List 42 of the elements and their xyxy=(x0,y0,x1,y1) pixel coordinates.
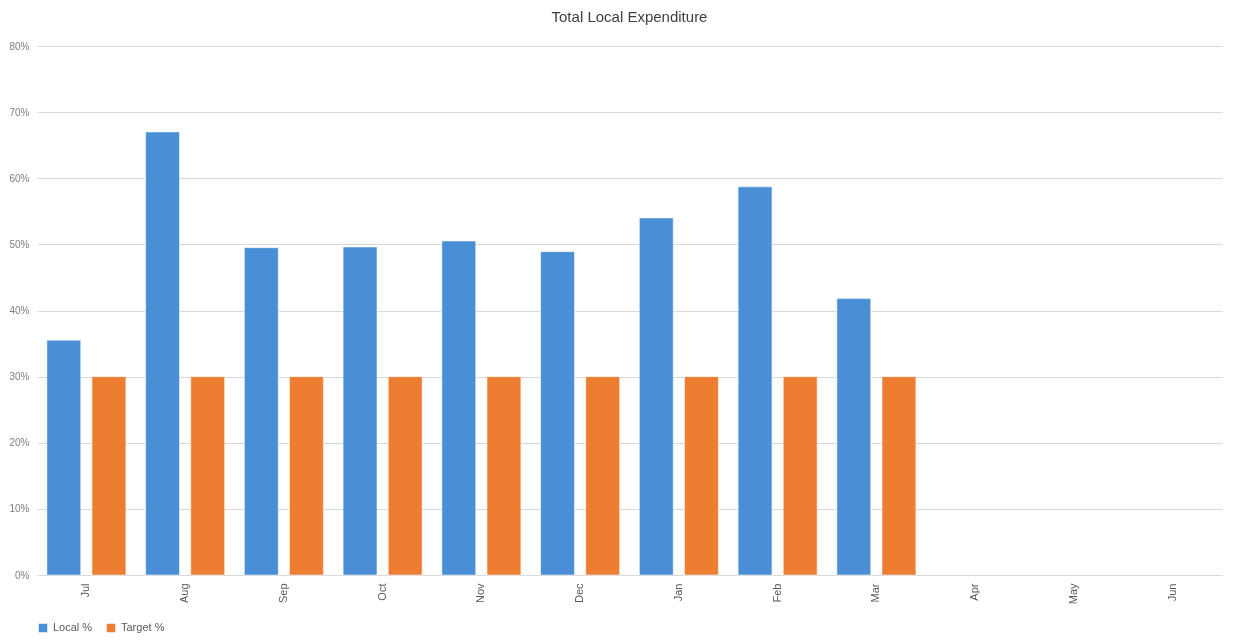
x-tick-label: May xyxy=(1066,583,1079,605)
x-tick-label: Oct xyxy=(375,583,388,601)
x-tick-label: Aug xyxy=(178,583,191,604)
bar xyxy=(585,376,620,576)
x-tick-label: Feb xyxy=(770,583,783,603)
y-tick-label: 80% xyxy=(9,40,30,52)
bar xyxy=(441,240,476,576)
bar xyxy=(486,376,522,576)
bar xyxy=(244,247,279,576)
y-tick-label: 20% xyxy=(9,437,30,449)
bar xyxy=(91,376,127,576)
bar xyxy=(540,251,575,576)
y-tick-label: 40% xyxy=(9,305,30,316)
bar xyxy=(783,376,818,576)
bar xyxy=(737,186,773,576)
legend-label: Local % xyxy=(53,621,93,633)
x-tick-label: Jul xyxy=(79,583,92,598)
x-tick-label: Apr xyxy=(968,583,981,601)
bar xyxy=(289,376,324,576)
legend-label: Target % xyxy=(121,621,165,633)
y-tick-label: 70% xyxy=(9,106,30,118)
bar xyxy=(388,376,423,576)
bar xyxy=(46,340,81,576)
x-tick-label: Sep xyxy=(276,583,289,604)
x-tick-label: Jun xyxy=(1165,583,1178,602)
x-tick-label: Nov xyxy=(474,583,487,604)
bar xyxy=(881,376,917,576)
y-tick-label: 50% xyxy=(9,238,30,250)
bar xyxy=(684,376,719,576)
bar xyxy=(190,376,225,576)
bar xyxy=(639,217,674,576)
bar xyxy=(342,246,378,576)
bar xyxy=(836,298,871,576)
x-tick-label: Mar xyxy=(869,583,882,603)
y-tick-label: 60% xyxy=(9,172,30,184)
y-tick-label: 0% xyxy=(15,569,30,581)
x-tick-label: Jan xyxy=(671,583,684,602)
y-tick-label: 30% xyxy=(9,371,30,383)
bar xyxy=(145,131,180,576)
chart-title: Total Local Expenditure xyxy=(551,8,708,25)
x-tick-label: Dec xyxy=(573,583,586,604)
y-tick-label: 10% xyxy=(9,503,30,515)
